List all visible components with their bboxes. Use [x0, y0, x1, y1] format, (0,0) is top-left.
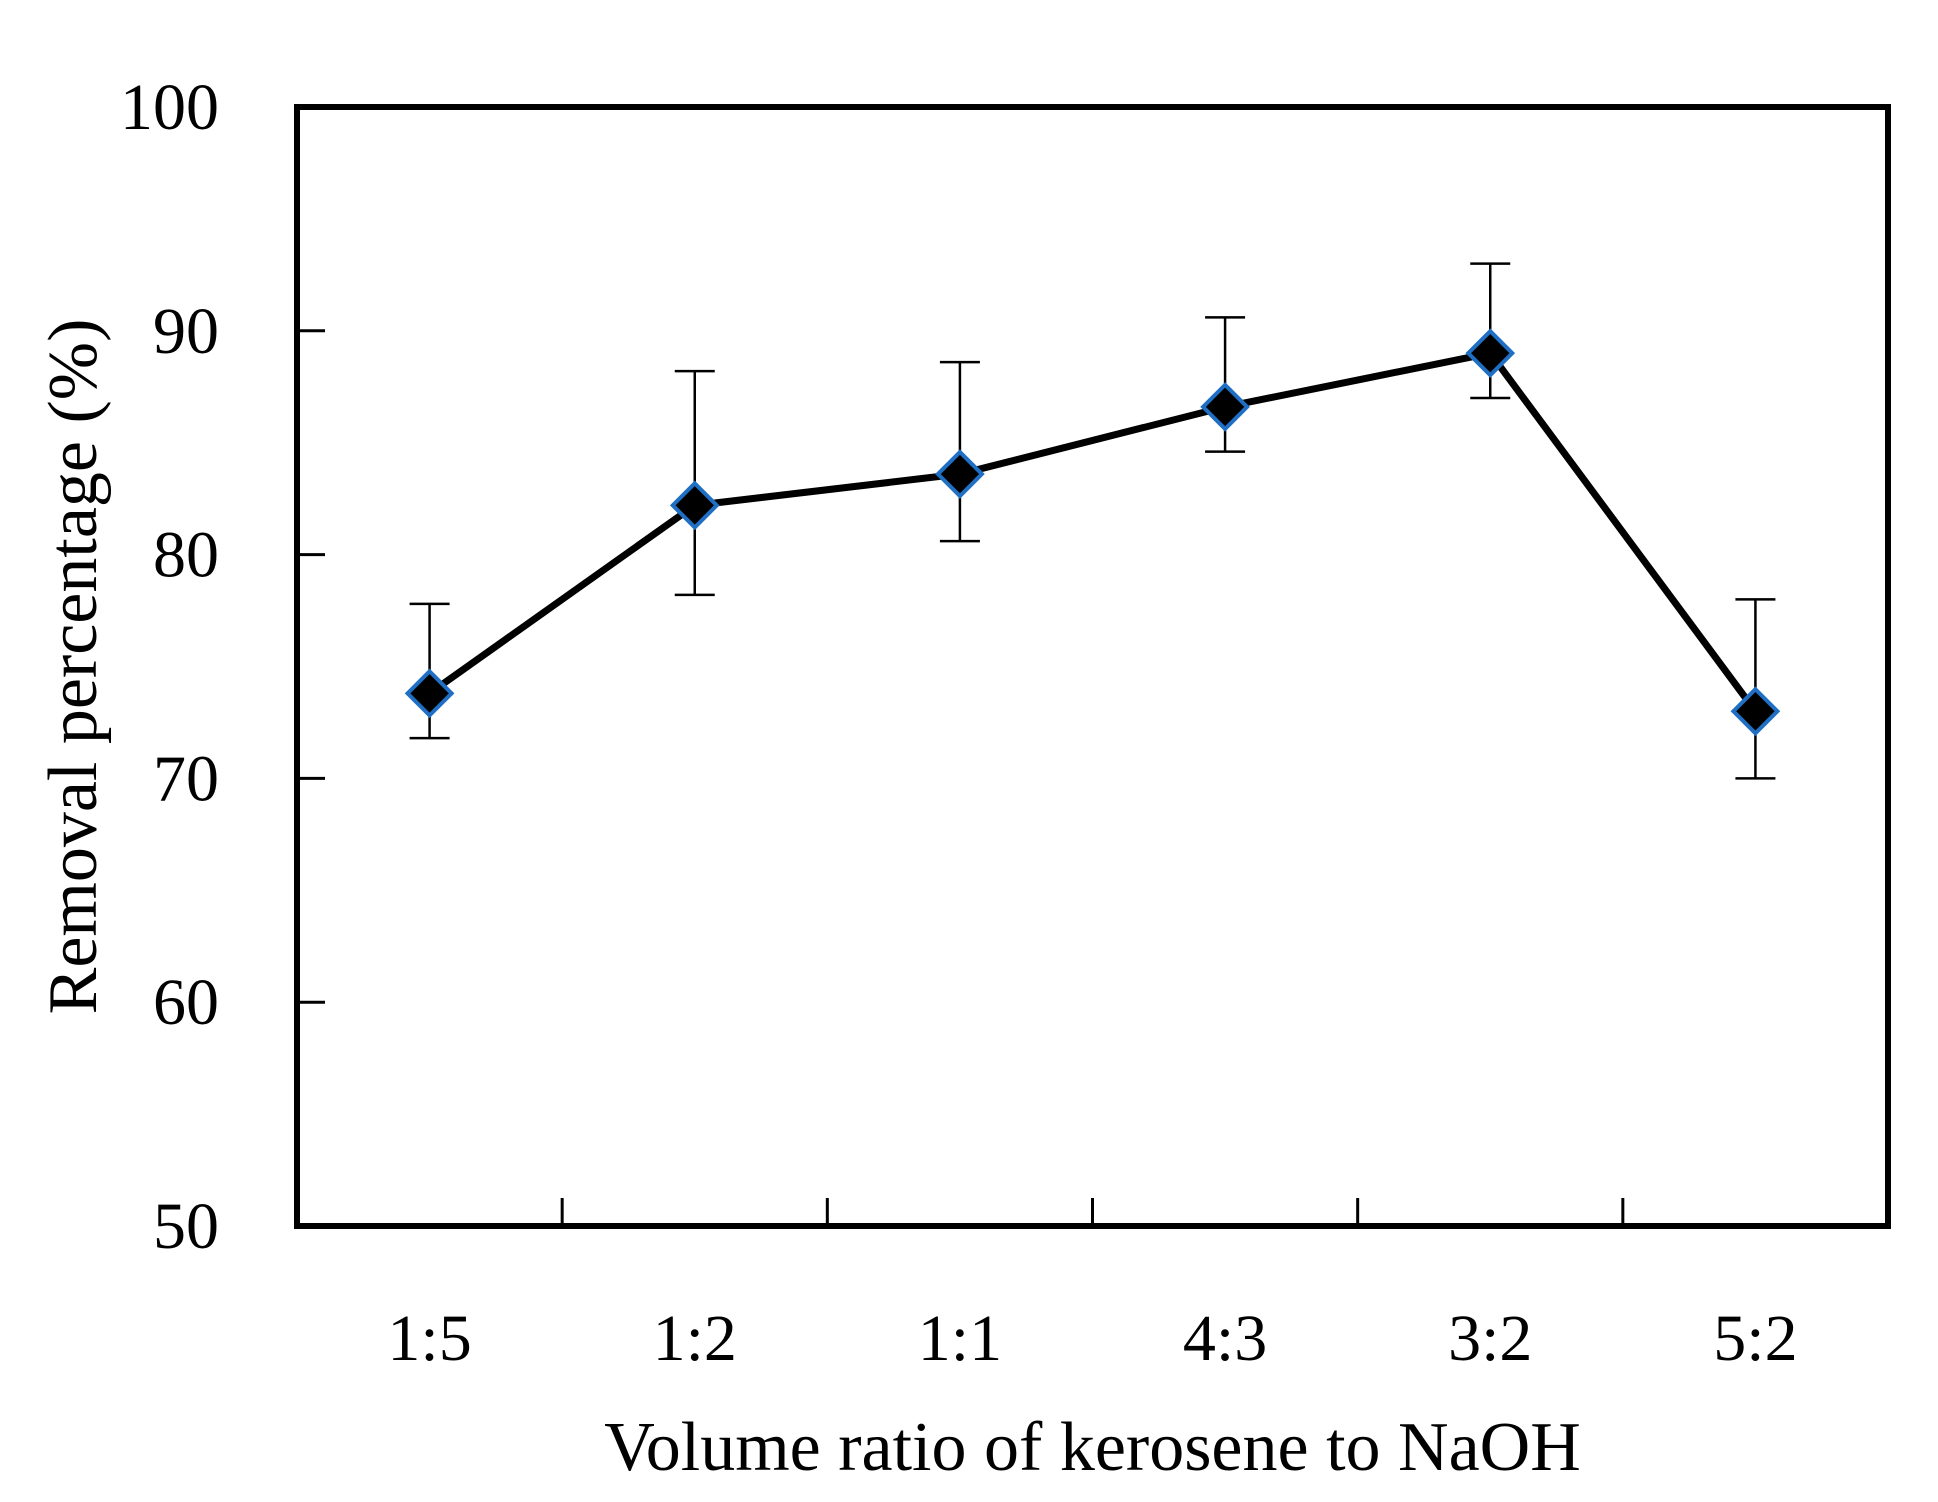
error-bars — [409, 262, 1776, 780]
y-tick-label: 100 — [120, 71, 219, 144]
plot-frame-group — [294, 104, 1891, 1229]
x-tick-label: 4:3 — [1183, 1302, 1267, 1375]
y-tick-label: 50 — [153, 1190, 219, 1263]
x-tick-label: 1:5 — [387, 1302, 471, 1375]
x-tick-label: 5:2 — [1713, 1302, 1797, 1375]
data-point — [1465, 328, 1516, 379]
data-point — [669, 480, 720, 531]
data-point — [1200, 382, 1250, 432]
x-tick-label: 1:2 — [653, 1302, 737, 1375]
x-axis-ticks — [560, 1198, 1625, 1226]
y-axis-tick-labels: 50 60 70 80 90 100 — [120, 71, 219, 1263]
x-tick-label: 1:1 — [918, 1302, 1002, 1375]
y-tick-label: 90 — [153, 295, 219, 368]
x-axis-title: Volume ratio of kerosene to NaOH — [604, 1409, 1581, 1486]
plot-frame — [294, 104, 1891, 1229]
data-point — [1730, 686, 1781, 737]
data-point — [404, 668, 455, 719]
y-tick-label: 80 — [153, 519, 219, 592]
x-axis-tick-labels: 1:5 1:2 1:1 4:3 3:2 5:2 — [387, 1302, 1797, 1375]
series-line-group — [427, 349, 1759, 714]
data-point — [935, 449, 985, 499]
y-axis-title: Removal percentage (%) — [35, 319, 112, 1015]
y-tick-label: 70 — [153, 742, 219, 815]
series-line — [427, 349, 1759, 714]
y-tick-label: 60 — [153, 966, 219, 1039]
x-tick-label: 3:2 — [1448, 1302, 1532, 1375]
series-markers — [404, 328, 1781, 737]
